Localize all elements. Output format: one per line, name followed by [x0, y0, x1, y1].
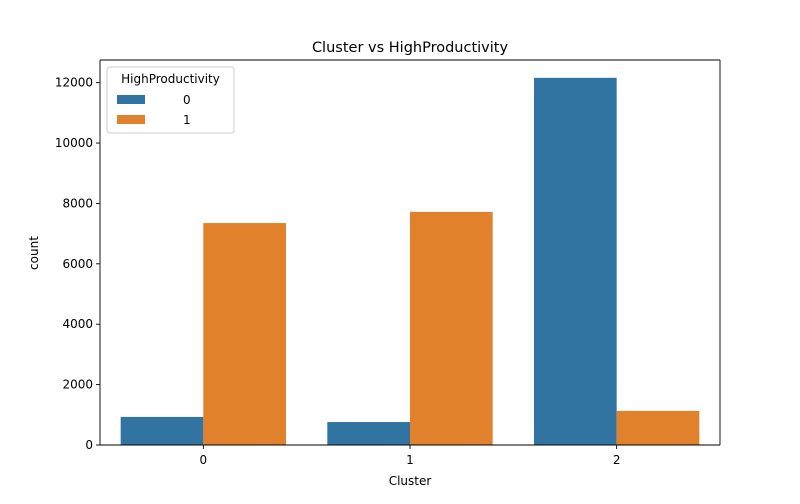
- legend: HighProductivity 0 1: [106, 66, 235, 134]
- legend-swatch-1: [117, 115, 145, 124]
- legend-label-0: 0: [183, 93, 191, 107]
- y-tick-label-12000: 12000: [55, 76, 93, 90]
- bar-cluster-2-series-1: [616, 410, 700, 445]
- x-tick-label-1: 1: [406, 453, 414, 467]
- y-axis-label: count: [27, 236, 41, 270]
- bar-cluster-1-series-1: [410, 211, 493, 445]
- y-tick-label-8000: 8000: [62, 196, 93, 210]
- chart-title: Cluster vs HighProductivity: [312, 40, 509, 56]
- x-tick-label-2: 2: [613, 453, 621, 467]
- y-tick-label-6000: 6000: [62, 257, 93, 271]
- legend-swatch-0: [117, 95, 145, 104]
- y-tick-label-4000: 4000: [62, 317, 93, 331]
- y-tick-label-10000: 10000: [55, 136, 93, 150]
- legend-title: HighProductivity: [121, 72, 220, 86]
- bars: [120, 77, 700, 445]
- bar-cluster-1-series-0: [327, 422, 410, 445]
- bar-cluster-0-series-1: [203, 223, 286, 445]
- bar-cluster-0-series-0: [120, 416, 204, 445]
- y-tick-label-0: 0: [85, 438, 93, 452]
- x-tick-label-0: 0: [200, 453, 208, 467]
- y-tick-label-2000: 2000: [62, 378, 93, 392]
- axes: 0 2000 4000 6000 8000 10000 12000 0 1 2: [55, 59, 721, 467]
- bar-cluster-2-series-0: [534, 77, 617, 445]
- legend-label-1: 1: [183, 113, 191, 127]
- x-axis-label: Cluster: [389, 474, 432, 488]
